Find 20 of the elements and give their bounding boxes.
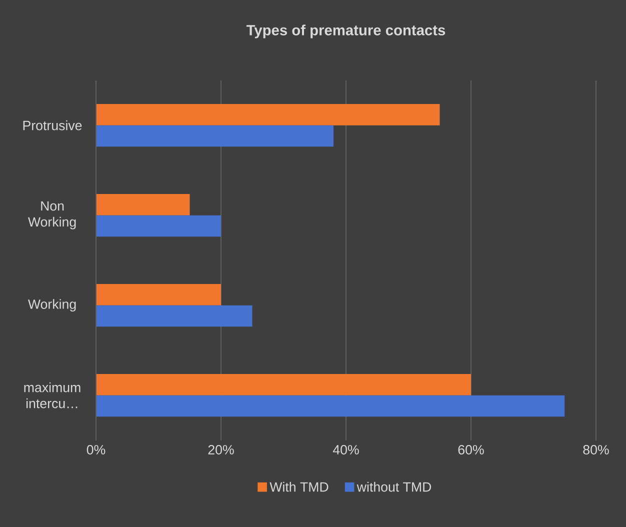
x-tick-label: 60%: [458, 445, 484, 454]
y-tick-label: Working: [28, 299, 76, 312]
y-tick-label: maximum intercu…: [24, 382, 80, 408]
x-tick-label: 20%: [208, 445, 234, 454]
bar: [96, 305, 252, 327]
bar: [96, 395, 565, 417]
bar: [96, 374, 471, 396]
bar: [96, 194, 190, 216]
y-tick-label: Non Working: [28, 201, 76, 230]
chart-title: Types of premature contacts: [246, 24, 446, 38]
bar: [96, 284, 221, 306]
bar: [96, 104, 440, 126]
y-tick-label: Protrusive: [23, 120, 82, 130]
x-tick-label: 80%: [583, 445, 609, 454]
legend-label: without TMD: [356, 482, 432, 492]
legend-label: With TMD: [270, 482, 328, 492]
x-tick-label: 0%: [86, 445, 106, 454]
bar: [96, 125, 334, 147]
x-tick-label: 40%: [332, 445, 359, 454]
bar: [96, 215, 221, 237]
